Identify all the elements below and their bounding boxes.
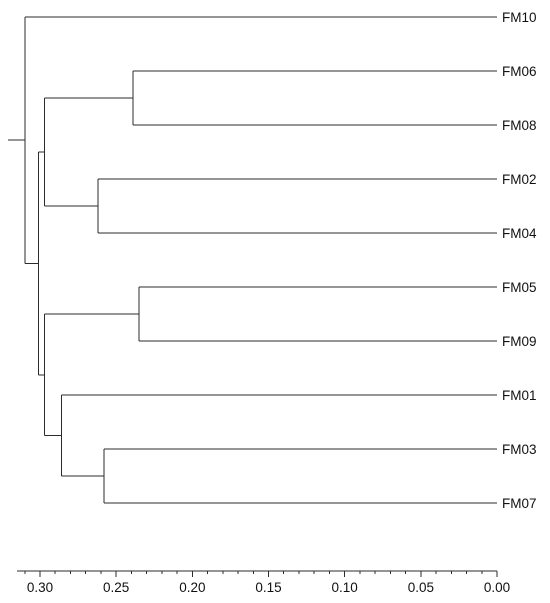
leaf-label-fm08: FM08 [502, 118, 537, 133]
axis-tick-label: 0.30 [27, 580, 53, 595]
axis-tick-label: 0.15 [255, 580, 281, 595]
leaf-label-fm10: FM10 [502, 10, 537, 25]
leaf-label-fm09: FM09 [502, 334, 537, 349]
axis-tick-label: 0.05 [408, 580, 434, 595]
leaf-label-fm06: FM06 [502, 64, 537, 79]
dendrogram-branches [8, 16, 497, 504]
leaf-labels: FM10 FM06 FM08 FM02 FM04 FM05 FM09 FM01 FM03 FM07 [502, 10, 537, 511]
leaf-label-fm01: FM01 [502, 388, 537, 403]
axis-tick-label: 0.20 [179, 580, 205, 595]
axis-tick-label: 0.25 [103, 580, 129, 595]
leaf-label-fm05: FM05 [502, 280, 537, 295]
axis-tick-label: 0.00 [484, 580, 510, 595]
leaf-label-fm04: FM04 [502, 226, 537, 241]
axis-tick-label: 0.10 [332, 580, 358, 595]
leaf-label-fm07: FM07 [502, 496, 537, 511]
leaf-label-fm03: FM03 [502, 442, 537, 457]
distance-axis: 0.30 0.25 0.20 0.15 0.10 0.05 0.00 [17, 570, 510, 595]
leaf-label-fm02: FM02 [502, 172, 537, 187]
